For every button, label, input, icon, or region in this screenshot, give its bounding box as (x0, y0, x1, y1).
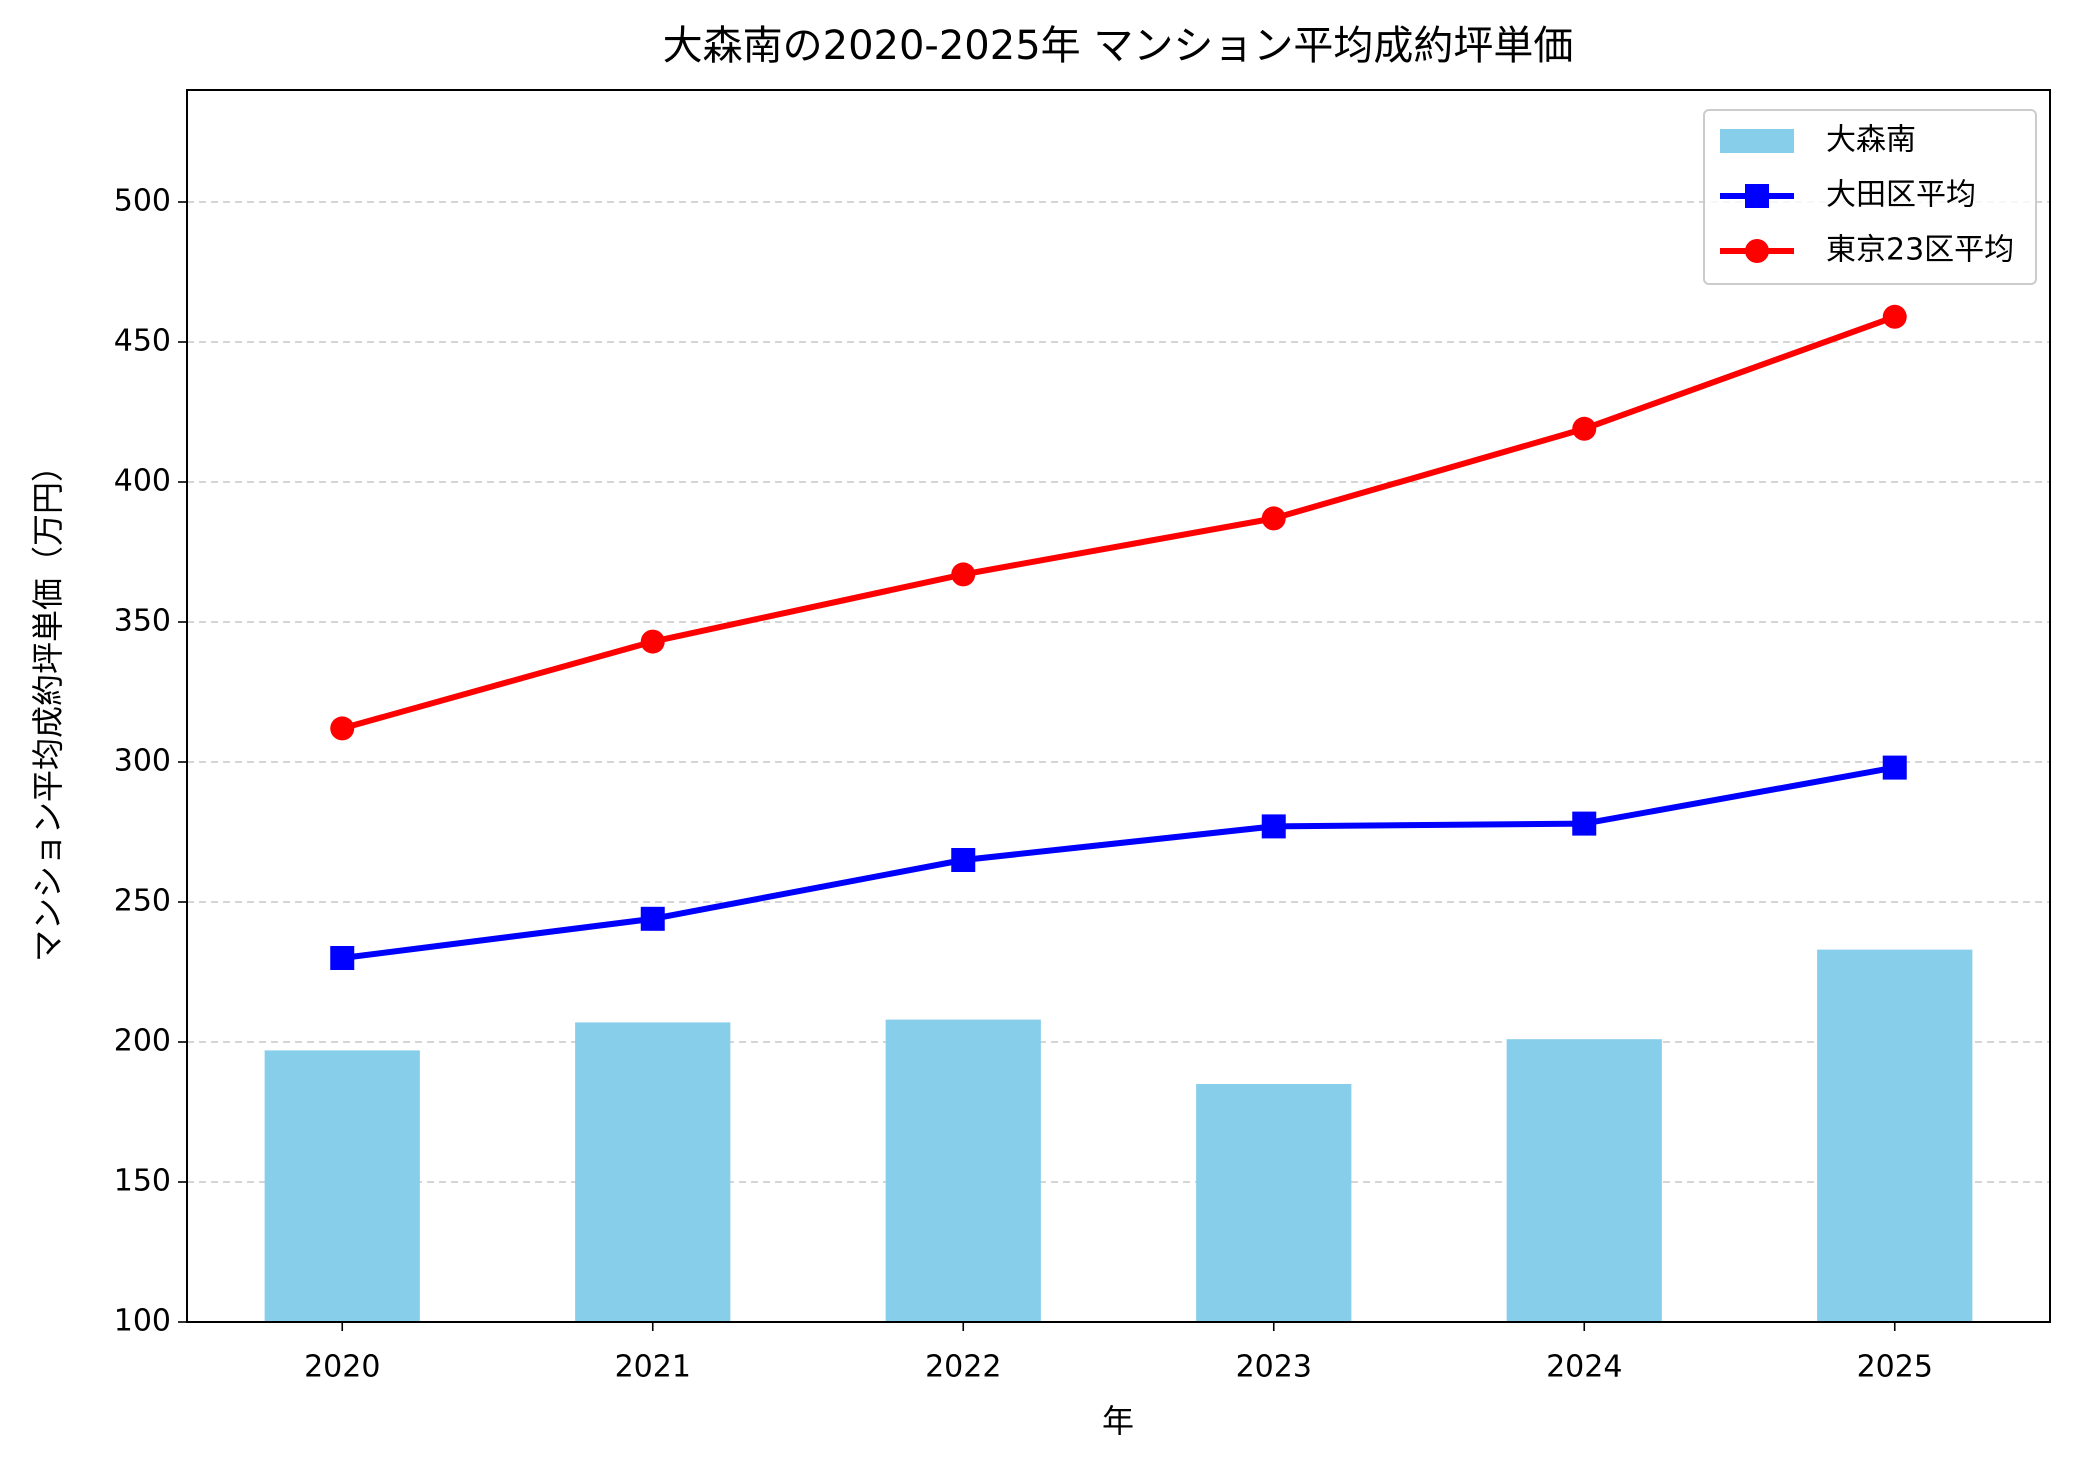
marker (1261, 814, 1286, 839)
line (341, 313, 1896, 732)
marker (1745, 239, 1769, 263)
chart-title: 大森南の2020-2025年 マンション平均成約坪単価 (663, 23, 1574, 69)
legend-label: 大田区平均 (1826, 178, 1976, 213)
marker (1882, 755, 1907, 780)
marker (330, 946, 355, 970)
legend-label: 大森南 (1826, 123, 1916, 158)
bar (1817, 949, 1973, 1322)
y-tick-label: 500 (114, 184, 171, 219)
bar (1506, 1039, 1662, 1322)
y-tick-label: 450 (114, 324, 171, 359)
y-tick-label: 350 (114, 604, 171, 639)
x-tick-label: 2025 (1857, 1350, 1933, 1385)
legend-box (1703, 109, 2037, 285)
marker (330, 716, 355, 741)
y-tick-label: 300 (114, 744, 171, 779)
marker (640, 629, 665, 654)
bar (885, 1019, 1041, 1322)
marker (951, 562, 976, 587)
x-tick-label: 2023 (1236, 1350, 1312, 1385)
bar (575, 1022, 731, 1322)
marker (640, 906, 665, 931)
y-axis-label: マンション平均成約坪単価（万円） (29, 450, 67, 962)
marker (1882, 304, 1907, 329)
y-tick-label: 100 (114, 1304, 171, 1339)
legend-swatch (1720, 129, 1794, 153)
marker (1572, 811, 1597, 836)
x-tick-label: 2022 (925, 1350, 1001, 1385)
x-tick-label: 2021 (615, 1350, 691, 1385)
marker (1261, 506, 1286, 531)
x-axis-label: 年 (1102, 1402, 1134, 1440)
plot-frame (186, 89, 2051, 1323)
x-tick-label: 2024 (1546, 1350, 1622, 1385)
y-tick-label: 150 (114, 1164, 171, 1199)
bar (1196, 1084, 1352, 1322)
y-tick-label: 400 (114, 464, 171, 499)
marker (1572, 416, 1597, 441)
bar (264, 1050, 420, 1322)
marker (951, 848, 976, 872)
y-tick-label: 200 (114, 1024, 171, 1059)
line (341, 764, 1896, 961)
y-tick-label: 250 (114, 884, 171, 919)
marker (1745, 184, 1769, 208)
x-tick-label: 2020 (304, 1350, 380, 1385)
legend-label: 東京23区平均 (1826, 233, 2014, 268)
